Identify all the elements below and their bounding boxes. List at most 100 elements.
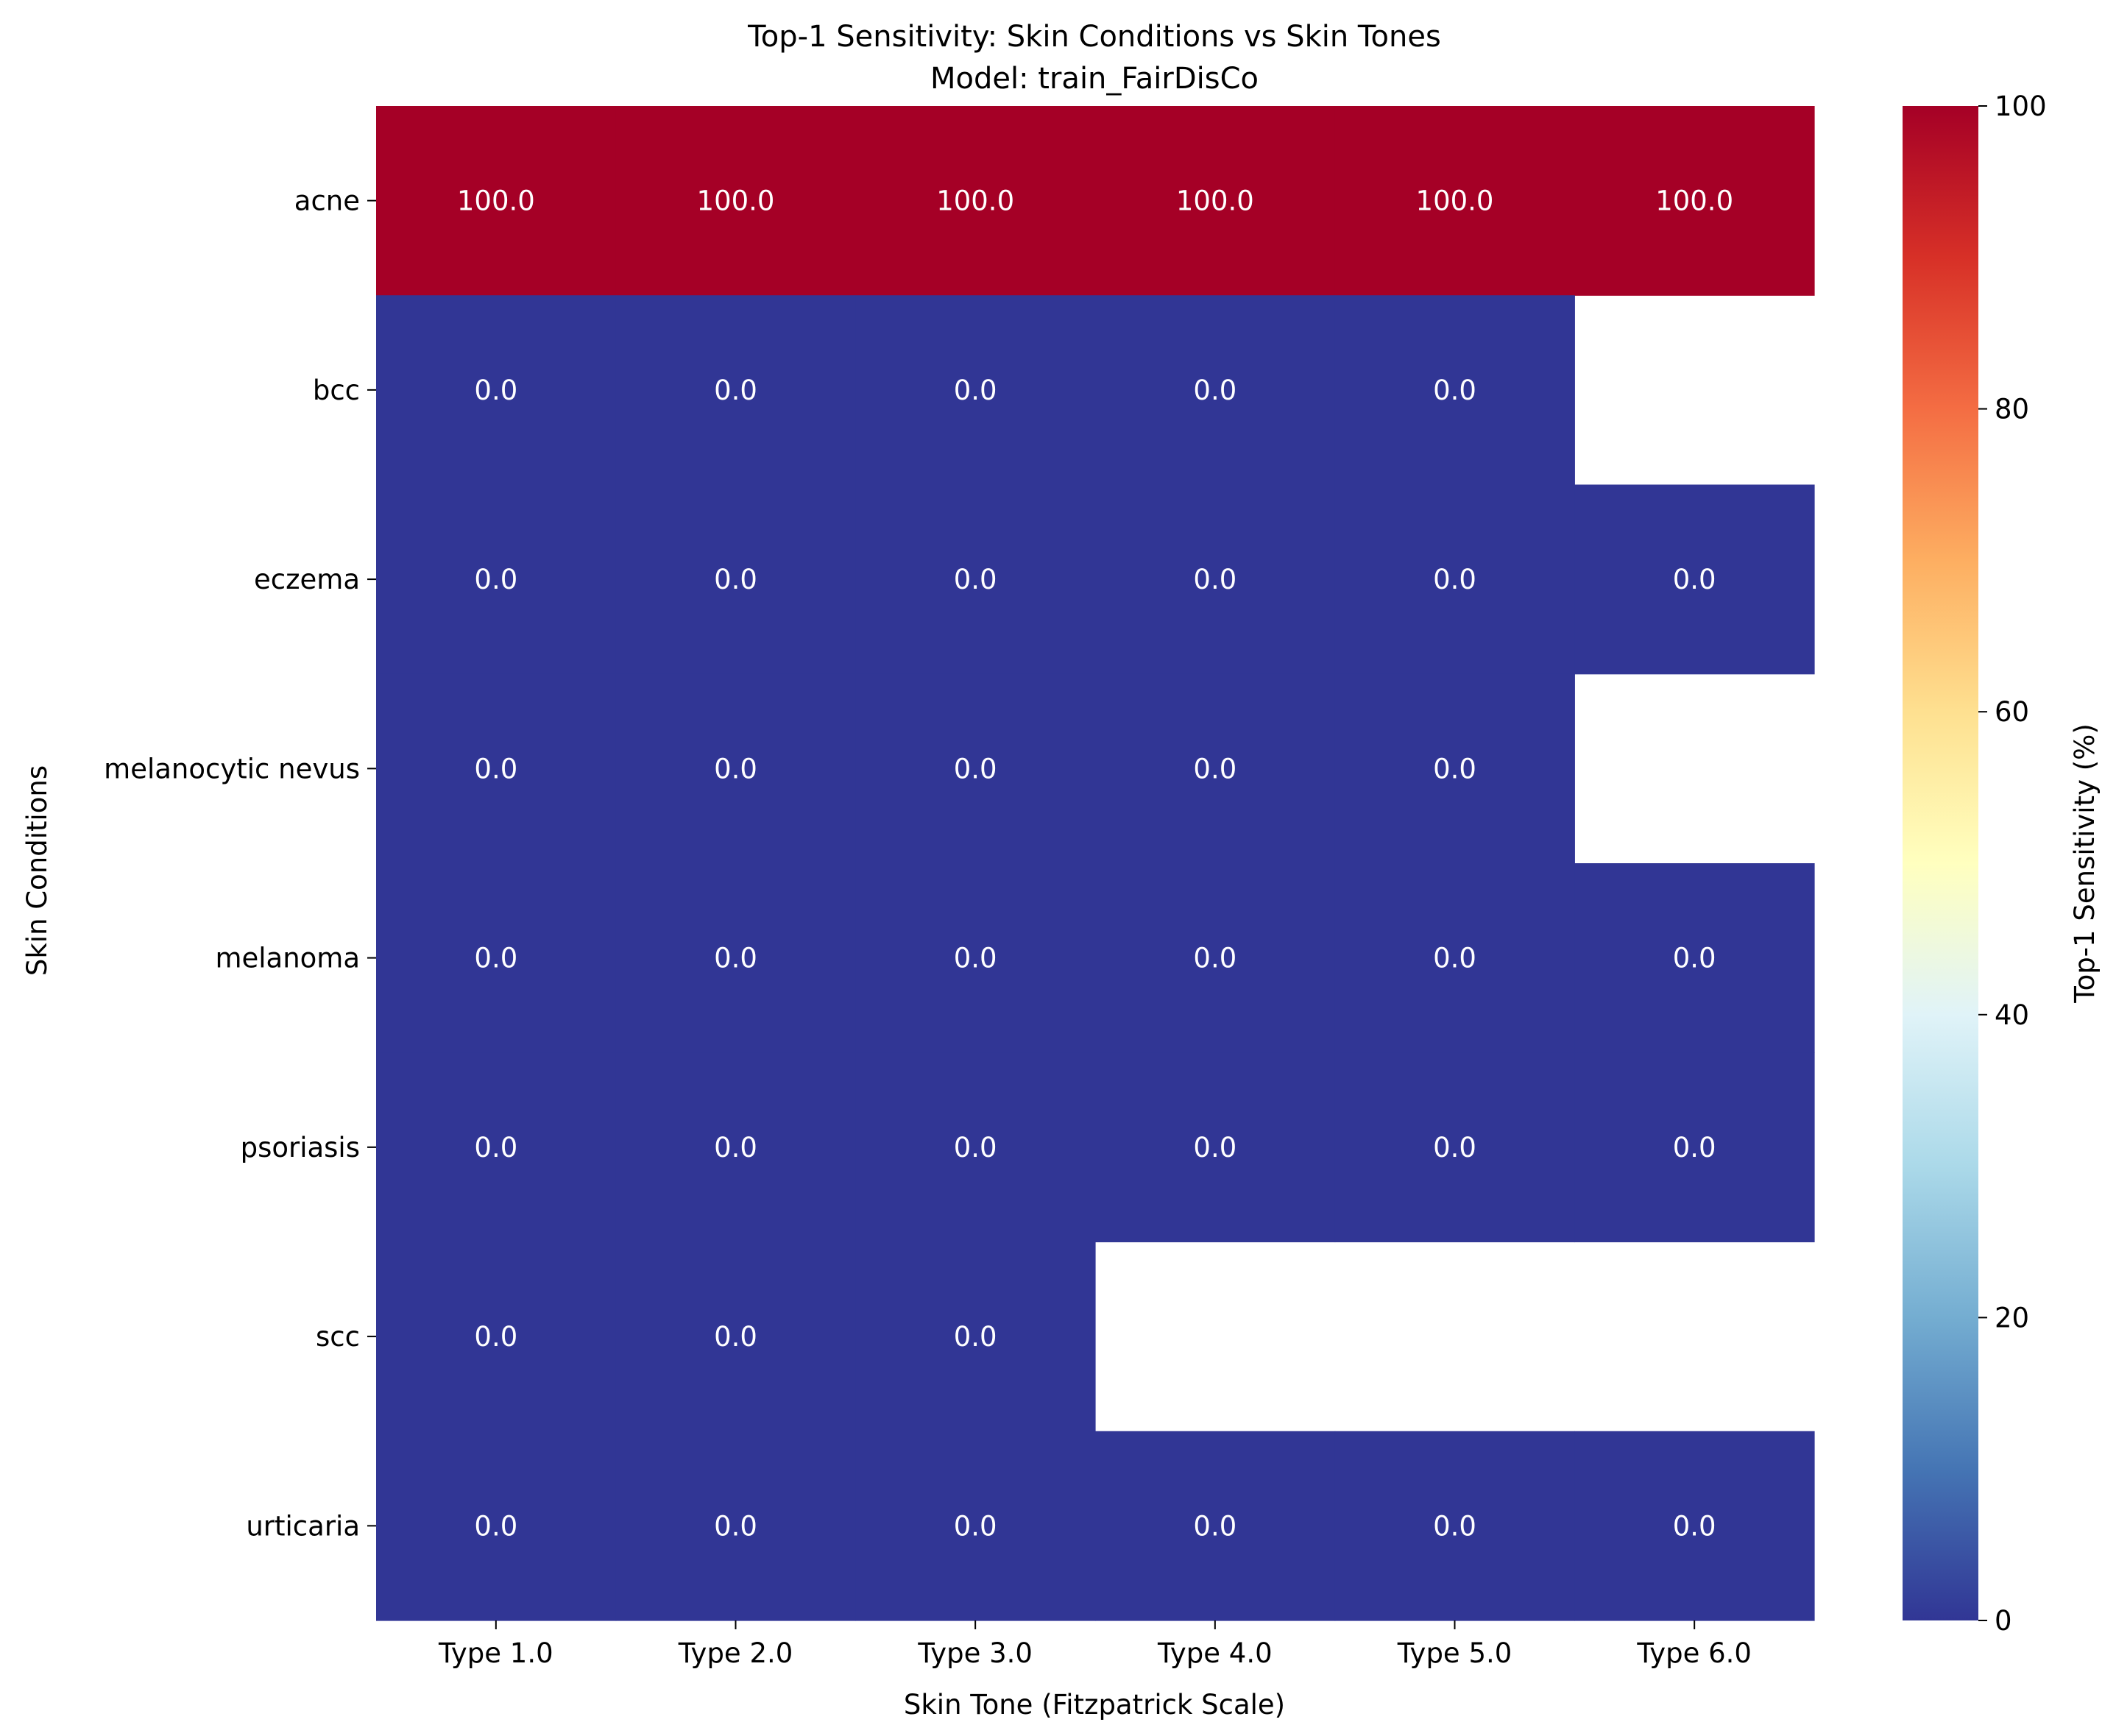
cell-value-label: 0.0 (474, 943, 517, 974)
heatmap-cell (615, 295, 856, 486)
cell-value-label: 0.0 (714, 753, 757, 784)
heatmap-cell (855, 295, 1096, 486)
heatmap-cell (1334, 673, 1575, 864)
cell-value-label: 0.0 (954, 1321, 997, 1353)
heatmap-cell (855, 1241, 1096, 1432)
cell-value-label: 0.0 (714, 1321, 757, 1353)
x-tick-label: Type 1.0 (438, 1637, 553, 1669)
heatmap-cell (855, 1431, 1096, 1621)
cell-value-label: 0.0 (1673, 1510, 1716, 1542)
heatmap-cell (615, 863, 856, 1053)
heatmap-cell (1095, 1431, 1336, 1621)
cell-value-label: 0.0 (954, 564, 997, 595)
y-axis-ticks: acne bcc eczema melanocytic nevus melanoma ps… (104, 185, 376, 1542)
cell-value-label: 0.0 (954, 1510, 997, 1542)
cell-value-label: 0.0 (1193, 375, 1236, 406)
cell-value-label: 100.0 (457, 185, 535, 217)
heatmap-cell (615, 1431, 856, 1621)
cell-value-label: 0.0 (474, 1510, 517, 1542)
heatmap-cell (615, 1241, 856, 1432)
cell-value-label: 0.0 (474, 564, 517, 595)
heatmap-cell (376, 1431, 617, 1621)
heatmap-cell (376, 484, 617, 675)
cell-value-label: 0.0 (714, 1510, 757, 1542)
heatmap-cell (855, 484, 1096, 675)
cell-value-label: 100.0 (1176, 185, 1254, 217)
cell-value-label: 0.0 (1433, 943, 1476, 974)
colorbar-tick-label: 60 (1995, 696, 2029, 728)
colorbar-ticks: 0 20 40 60 80 100 (1978, 91, 2047, 1637)
x-tick-label: Type 2.0 (678, 1637, 793, 1669)
chart-title: Top-1 Sensitivity: Skin Conditions vs Sk… (747, 20, 1441, 54)
cell-value-label: 0.0 (474, 375, 517, 406)
y-tick-label: psoriasis (241, 1132, 360, 1163)
y-tick-label: bcc (313, 375, 360, 406)
heatmap-cell (376, 106, 617, 296)
cell-value-label: 0.0 (474, 1321, 517, 1353)
heatmap-cells (376, 106, 1815, 1621)
x-axis-label: Skin Tone (Fitzpatrick Scale) (904, 1689, 1285, 1721)
cell-value-label: 0.0 (1193, 1132, 1236, 1163)
heatmap-cell (1095, 863, 1336, 1053)
cell-value-label: 0.0 (1193, 564, 1236, 595)
heatmap-cell (376, 295, 617, 486)
colorbar-tick-label: 100 (1995, 91, 2047, 122)
cell-value-label: 0.0 (714, 564, 757, 595)
cell-value-label: 100.0 (1416, 185, 1494, 217)
heatmap-cell (615, 484, 856, 675)
heatmap-cell (1574, 106, 1815, 296)
cell-value-label: 0.0 (954, 375, 997, 406)
cell-value-label: 0.0 (1193, 1510, 1236, 1542)
colorbar-tick-label: 20 (1995, 1302, 2029, 1333)
heatmap-cell (1095, 1052, 1336, 1243)
heatmap-cell (1095, 106, 1336, 296)
colorbar-tick-label: 0 (1995, 1605, 2012, 1637)
colorbar-tick-label: 40 (1995, 999, 2029, 1031)
heatmap-cell (376, 1052, 617, 1243)
y-tick-label: melanocytic nevus (104, 753, 360, 784)
cell-value-label: 0.0 (1673, 564, 1716, 595)
heatmap-cell (376, 1241, 617, 1432)
y-tick-label: urticaria (246, 1510, 360, 1542)
y-tick-label: scc (316, 1321, 360, 1353)
cell-value-label: 0.0 (954, 943, 997, 974)
cell-value-label: 0.0 (1433, 564, 1476, 595)
y-tick-label: eczema (254, 564, 360, 595)
heatmap-cell (1334, 295, 1575, 486)
cell-value-label: 0.0 (714, 375, 757, 406)
cell-value-label: 0.0 (1673, 943, 1716, 974)
heatmap-cell (1095, 484, 1336, 675)
heatmap-cell (855, 673, 1096, 864)
x-tick-label: Type 3.0 (917, 1637, 1033, 1669)
y-tick-label: melanoma (215, 943, 360, 974)
x-tick-label: Type 6.0 (1636, 1637, 1752, 1669)
heatmap-cell (1334, 106, 1575, 296)
cell-value-label: 0.0 (474, 753, 517, 784)
heatmap-cell (1574, 484, 1815, 675)
heatmap-cell (1574, 1431, 1815, 1621)
cell-value-label: 0.0 (474, 1132, 517, 1163)
heatmap-cell (1095, 673, 1336, 864)
colorbar-label: Top-1 Sensitivity (%) (2069, 723, 2101, 1004)
heatmap-cell (1574, 1052, 1815, 1243)
cell-value-label: 100.0 (697, 185, 775, 217)
heatmap-cell (615, 1052, 856, 1243)
heatmap-cell (1334, 1431, 1575, 1621)
x-tick-label: Type 5.0 (1397, 1637, 1512, 1669)
x-tick-label: Type 4.0 (1157, 1637, 1273, 1669)
cell-value-label: 0.0 (954, 1132, 997, 1163)
heatmap-cell (855, 863, 1096, 1053)
heatmap-cell (1095, 295, 1336, 486)
cell-value-label: 100.0 (936, 185, 1014, 217)
cell-value-label: 0.0 (1673, 1132, 1716, 1163)
cell-value-label: 0.0 (1193, 753, 1236, 784)
cell-value-label: 0.0 (1433, 375, 1476, 406)
heatmap-cell (1334, 1052, 1575, 1243)
cell-value-label: 0.0 (1433, 753, 1476, 784)
heatmap-cell (615, 673, 856, 864)
cell-value-label: 0.0 (1433, 1132, 1476, 1163)
heatmap-cell (1334, 484, 1575, 675)
cell-value-label: 0.0 (954, 753, 997, 784)
cell-value-label: 0.0 (714, 943, 757, 974)
